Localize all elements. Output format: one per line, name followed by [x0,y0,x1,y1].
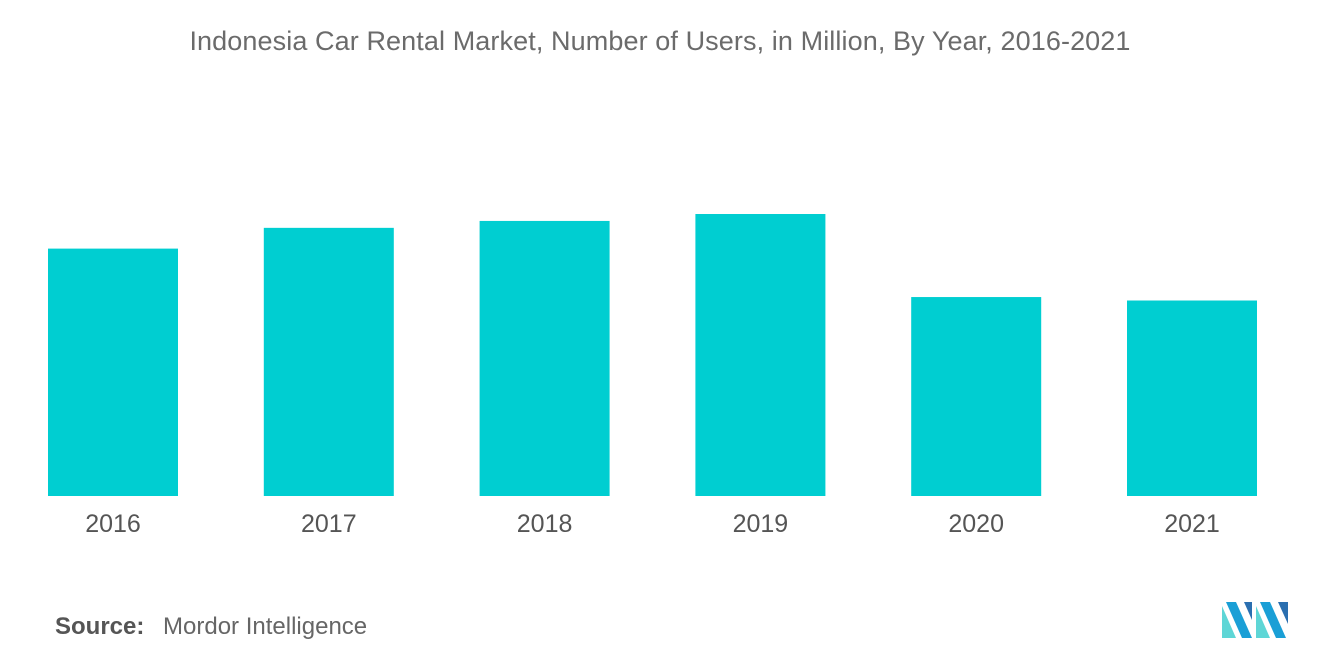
x-tick-label-2021: 2021 [1164,510,1220,538]
source-note: Source: Mordor Intelligence [55,613,367,641]
bar-2021 [1127,300,1257,496]
x-tick-label-2017: 2017 [301,510,357,538]
bar-2017 [263,227,394,496]
mordor-intelligence-logo-icon [1222,602,1288,638]
x-tick-label-2020: 2020 [948,510,1004,538]
source-value: Mordor Intelligence [163,613,368,640]
x-tick-label-2016: 2016 [85,510,141,538]
bar-2018 [479,220,610,496]
x-tick-label-2018: 2018 [517,510,573,538]
bar-2016 [48,248,178,496]
bar-2020 [911,297,1042,496]
bar-2019 [695,214,826,496]
chart-title: Indonesia Car Rental Market, Number of U… [189,26,1131,56]
x-tick-label-2019: 2019 [733,510,789,538]
source-label: Source: [55,613,145,640]
